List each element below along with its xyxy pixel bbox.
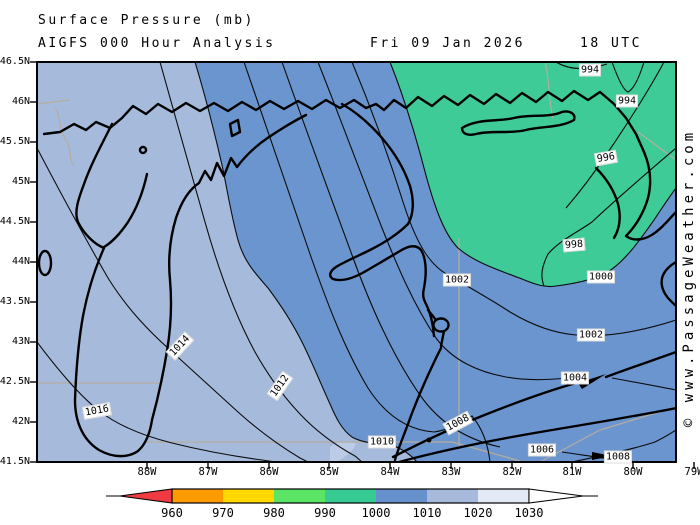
- coast-north-shore: [42, 89, 646, 154]
- colorbar-value-1000: 1000: [361, 506, 391, 520]
- colorbar-value-990: 990: [314, 506, 336, 520]
- coast-georgian-bay: [624, 150, 676, 241]
- coast-lake-erie-south: [397, 406, 676, 462]
- colorbar-value-980: 980: [263, 506, 285, 520]
- pelee-island: [426, 437, 432, 443]
- coast-lake-huron-west: [328, 102, 436, 338]
- colorbar-value-1010: 1010: [412, 506, 442, 520]
- contour-1016: [37, 341, 277, 462]
- subtitle-model: AIGFS 000 Hour Analysis: [38, 36, 276, 51]
- subtitle-time: 18 UTC: [580, 36, 642, 51]
- colorbar-segment: [478, 489, 529, 503]
- lat-tick-label: 43N: [11, 336, 30, 347]
- coastlines: [37, 89, 676, 462]
- colorbar-arrow-right: [528, 488, 584, 504]
- lon-tick-label: 84W: [380, 466, 400, 478]
- coast-spits: [426, 374, 612, 460]
- lon-tick-label: 80W: [623, 466, 643, 478]
- coast-beaver-island: [228, 118, 242, 138]
- lat-tick-label: 44N: [11, 256, 30, 267]
- contour-1000: [389, 62, 676, 288]
- colorbar-segment: [325, 489, 376, 503]
- coast-lake-ontario: [660, 260, 676, 308]
- contour-label-994: 994: [615, 94, 639, 108]
- contour-label-998: 998: [562, 237, 586, 253]
- lon-tick-label: 79W: [684, 466, 700, 478]
- lon-tick-label: 81W: [562, 466, 582, 478]
- colorbar-value-1030: 1030: [514, 506, 544, 520]
- colorbar-segment: [427, 489, 478, 503]
- watermark: © www.PassageWeather.com: [681, 128, 697, 428]
- contour-1012: [159, 62, 363, 462]
- lat-tick-label: 45N: [11, 176, 30, 187]
- contour-994a: [555, 62, 608, 70]
- coast-lake-st-clair: [432, 317, 450, 333]
- coast-washington-island: [138, 145, 148, 155]
- lat-tick-label: 44.5N: [0, 216, 30, 227]
- contour-label-1000: 1000: [586, 270, 616, 284]
- lon-tick-label: 88W: [137, 466, 157, 478]
- coast-manitoulin-island: [460, 110, 576, 136]
- lon-tick-label: 82W: [502, 466, 522, 478]
- state-borders: [37, 62, 676, 462]
- lon-tick-label: 87W: [198, 466, 218, 478]
- colorbar-segment: [274, 489, 325, 503]
- lat-tick-label: 46.5N: [0, 56, 30, 67]
- contour-label-994: 994: [578, 63, 602, 77]
- lat-tick-label: 41.5N: [0, 456, 30, 467]
- contour-label-1004: 1004: [560, 371, 590, 385]
- contour-label-1006: 1006: [527, 443, 557, 457]
- lon-tick-label: 85W: [319, 466, 339, 478]
- colorbar-segment: [223, 489, 274, 503]
- contour-label-1002: 1002: [576, 328, 606, 342]
- lon-tick-label: 83W: [441, 466, 461, 478]
- colorbar-value-1020: 1020: [463, 506, 493, 520]
- lat-tick-label: 45.5N: [0, 136, 30, 147]
- page-title: Surface Pressure (mb): [38, 13, 255, 28]
- colorbar-value-970: 970: [212, 506, 234, 520]
- lat-tick-label: 46N: [11, 96, 30, 107]
- coast-lake-erie-north: [391, 350, 676, 459]
- coast-lake-winnebago: [37, 249, 53, 277]
- colorbar-value-960: 960: [161, 506, 183, 520]
- fill-patch-light: [330, 441, 356, 462]
- colorbar: [171, 488, 530, 504]
- lon-tick-label: 86W: [259, 466, 279, 478]
- coast-bruce-peninsula: [594, 166, 621, 240]
- south-shore-spit: [592, 452, 612, 460]
- colorbar-arrow-left: [119, 488, 173, 504]
- coast-lake-michigan: [73, 113, 308, 458]
- long-point-spit: [578, 374, 606, 389]
- lat-tick-label: 42.5N: [0, 376, 30, 387]
- contour-label-1002: 1002: [442, 273, 472, 287]
- subtitle-date: Fri 09 Jan 2026: [370, 36, 525, 51]
- coast-door-peninsula: [102, 172, 149, 249]
- contour-1008: [243, 62, 491, 462]
- contour-label-1010: 1010: [367, 435, 397, 449]
- lat-tick-label: 42N: [11, 416, 30, 427]
- contour-1004: [317, 62, 676, 391]
- colorbar-segment: [376, 489, 427, 503]
- contour-994b: [611, 62, 645, 93]
- colorbar-segment: [172, 489, 223, 503]
- contour-label-1008: 1008: [603, 450, 633, 464]
- fill-region-990-1000: [390, 62, 676, 287]
- contour-998: [541, 147, 676, 287]
- axis-ticks: [30, 61, 695, 469]
- coast-detroit-river: [393, 308, 446, 462]
- lat-tick-label: 43.5N: [0, 296, 30, 307]
